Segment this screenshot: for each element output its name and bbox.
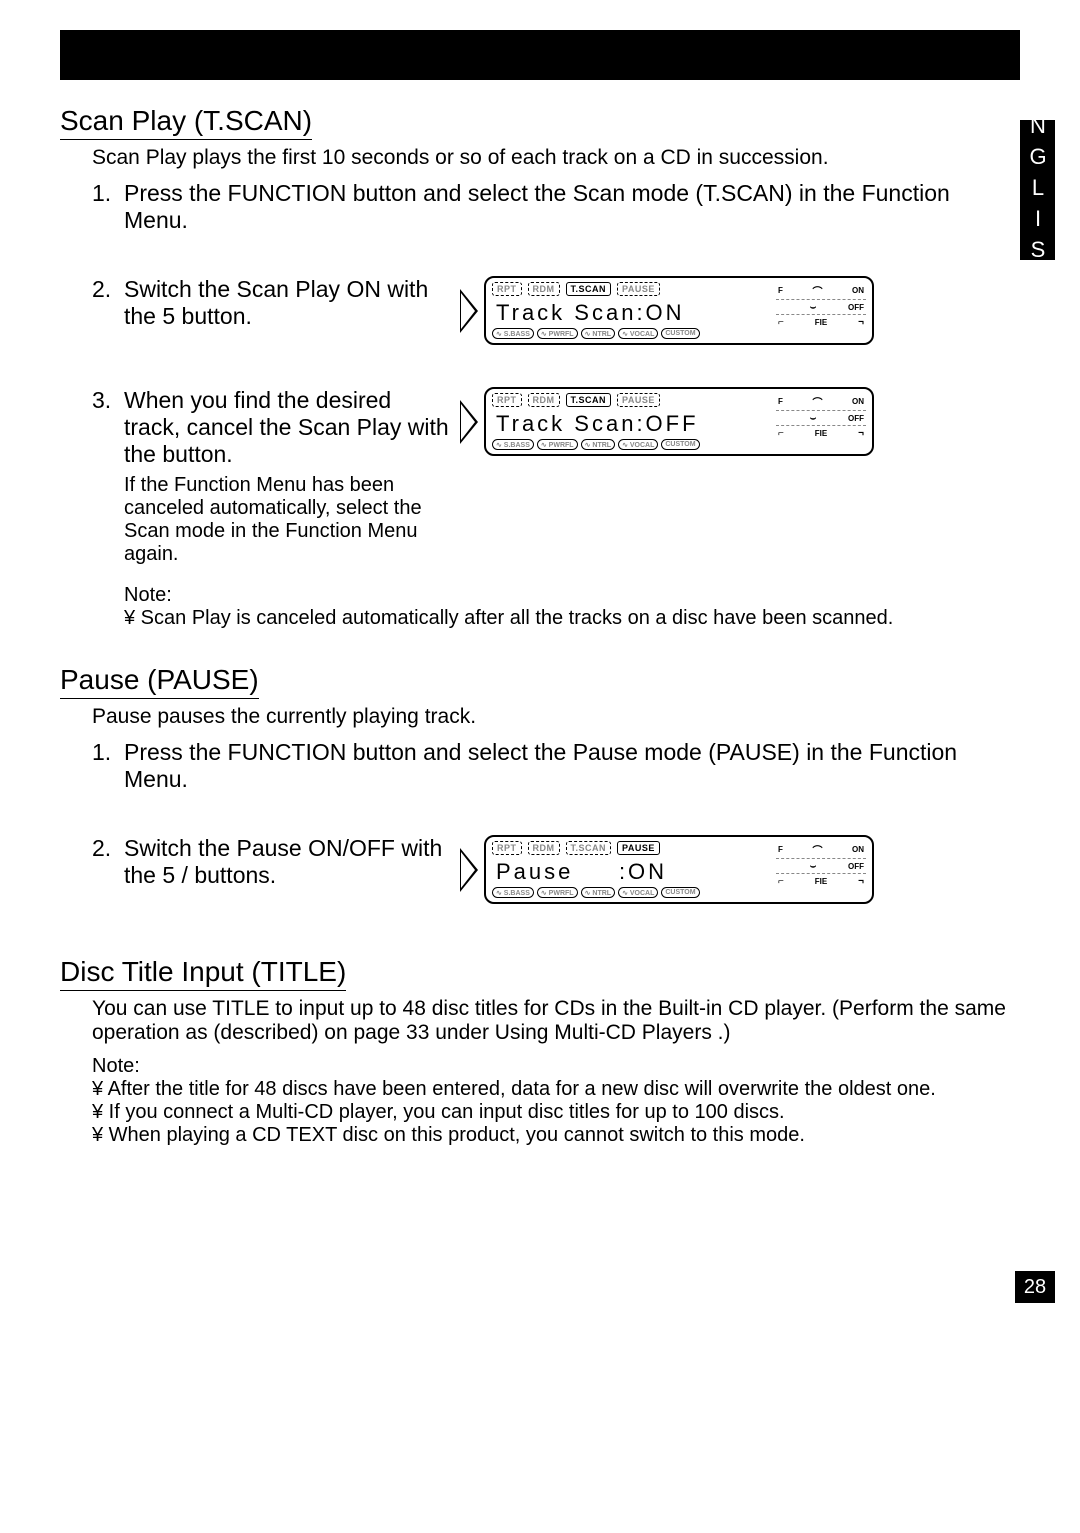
section-title-pause: Pause (PAUSE) bbox=[60, 664, 259, 699]
lcd-display: RPT RDM T.SCAN PAUSE Track Scan:OFF ∿ S.… bbox=[484, 387, 874, 456]
scan-step-2-row: 2. Switch the Scan Play ON with the 5 bu… bbox=[92, 276, 1020, 345]
step-number: 2. bbox=[92, 835, 124, 889]
section-desc-disctitle: You can use TITLE to input up to 48 disc… bbox=[92, 997, 1020, 1045]
step-number: 1. bbox=[92, 180, 124, 234]
header-black-band bbox=[60, 30, 1020, 80]
note-item: ¥ Scan Play is canceled automatically af… bbox=[124, 607, 1020, 630]
arrow-icon bbox=[460, 400, 478, 444]
note-label: Note: bbox=[92, 1055, 1020, 1078]
pill-pwrfl: ∿ PWRFL bbox=[537, 887, 578, 898]
pill-pwrfl: ∿ PWRFL bbox=[537, 439, 578, 450]
pill-ntrl: ∿ NTRL bbox=[581, 887, 615, 898]
step-sub-text: If the Function Menu has been canceled a… bbox=[124, 474, 452, 566]
note-item: ¥ After the title for 48 discs have been… bbox=[92, 1078, 1020, 1101]
note-label: Note: bbox=[124, 584, 1020, 607]
lcd-scan-on: RPT RDM T.SCAN PAUSE Track Scan:ON ∿ S.B… bbox=[460, 276, 874, 345]
arrow-icon bbox=[460, 848, 478, 892]
tag-tscan: T.SCAN bbox=[566, 282, 612, 296]
language-text: ENGLISH bbox=[1025, 82, 1051, 299]
tag-rdm: RDM bbox=[528, 841, 560, 855]
step-text: When you find the desired track, cancel … bbox=[124, 387, 452, 468]
section-desc-pause: Pause pauses the currently playing track… bbox=[92, 705, 1020, 729]
scan-step-2: 2. Switch the Scan Play ON with the 5 bu… bbox=[92, 276, 452, 330]
pill-vocal: ∿ VOCAL bbox=[618, 887, 658, 898]
note-item: ¥ When playing a CD TEXT disc on this pr… bbox=[92, 1124, 1020, 1147]
page-content: Scan Play (T.SCAN) Scan Play plays the f… bbox=[60, 105, 1020, 1147]
scan-step-3-row: 3. When you find the desired track, canc… bbox=[92, 387, 1020, 566]
tag-tscan: T.SCAN bbox=[566, 841, 612, 855]
pill-sbass: ∿ S.BASS bbox=[492, 328, 534, 339]
tag-rdm: RDM bbox=[528, 282, 560, 296]
tag-rpt: RPT bbox=[492, 282, 522, 296]
lcd-side-panel: F⌒ON ⌣OFF ⌐FIE¬ bbox=[776, 841, 866, 898]
tag-pause: PAUSE bbox=[617, 393, 660, 407]
lcd-side-panel: F⌒ON ⌣OFF ⌐FIE¬ bbox=[776, 282, 866, 339]
pill-custom: CUSTOM bbox=[661, 439, 699, 450]
lcd-main-text: Pause :ON bbox=[492, 857, 770, 885]
lcd-main-text: Track Scan:OFF bbox=[492, 409, 770, 437]
lcd-display: RPT RDM T.SCAN PAUSE Track Scan:ON ∿ S.B… bbox=[484, 276, 874, 345]
pause-step-1: 1. Press the FUNCTION button and select … bbox=[92, 739, 1020, 793]
arrow-icon bbox=[460, 289, 478, 333]
pill-sbass: ∿ S.BASS bbox=[492, 887, 534, 898]
pill-custom: CUSTOM bbox=[661, 328, 699, 339]
step-text: Switch the Scan Play ON with the 5 butto… bbox=[124, 276, 452, 330]
pill-custom: CUSTOM bbox=[661, 887, 699, 898]
tag-pause: PAUSE bbox=[617, 282, 660, 296]
step-text: Switch the Pause ON/OFF with the 5 / but… bbox=[124, 835, 452, 889]
pill-ntrl: ∿ NTRL bbox=[581, 328, 615, 339]
tag-tscan: T.SCAN bbox=[566, 393, 612, 407]
pause-step-2-row: 2. Switch the Pause ON/OFF with the 5 / … bbox=[92, 835, 1020, 904]
language-tab: ENGLISH bbox=[1020, 120, 1055, 260]
scan-step-1: 1. Press the FUNCTION button and select … bbox=[92, 180, 1020, 234]
tag-rdm: RDM bbox=[528, 393, 560, 407]
lcd-main-text: Track Scan:ON bbox=[492, 298, 770, 326]
pause-step-2: 2. Switch the Pause ON/OFF with the 5 / … bbox=[92, 835, 452, 889]
tag-rpt: RPT bbox=[492, 393, 522, 407]
lcd-side-panel: F⌒ON ⌣OFF ⌐FIE¬ bbox=[776, 393, 866, 450]
section-title-scan: Scan Play (T.SCAN) bbox=[60, 105, 312, 140]
scan-step-3: 3. When you find the desired track, canc… bbox=[92, 387, 452, 566]
lcd-scan-off: RPT RDM T.SCAN PAUSE Track Scan:OFF ∿ S.… bbox=[460, 387, 874, 456]
pill-vocal: ∿ VOCAL bbox=[618, 328, 658, 339]
section-title-disctitle: Disc Title Input (TITLE) bbox=[60, 956, 346, 991]
page-number: 28 bbox=[1015, 1271, 1055, 1303]
pill-pwrfl: ∿ PWRFL bbox=[537, 328, 578, 339]
pill-vocal: ∿ VOCAL bbox=[618, 439, 658, 450]
section-desc-scan: Scan Play plays the first 10 seconds or … bbox=[92, 146, 1020, 170]
tag-pause: PAUSE bbox=[617, 841, 660, 855]
pill-sbass: ∿ S.BASS bbox=[492, 439, 534, 450]
step-text: Press the FUNCTION button and select the… bbox=[124, 180, 1020, 234]
note-item: ¥ If you connect a Multi-CD player, you … bbox=[92, 1101, 1020, 1124]
tag-rpt: RPT bbox=[492, 841, 522, 855]
step-number: 1. bbox=[92, 739, 124, 793]
lcd-display: RPT RDM T.SCAN PAUSE Pause :ON ∿ S.BASS … bbox=[484, 835, 874, 904]
step-number: 3. bbox=[92, 387, 124, 468]
lcd-pause-on: RPT RDM T.SCAN PAUSE Pause :ON ∿ S.BASS … bbox=[460, 835, 874, 904]
step-number: 2. bbox=[92, 276, 124, 330]
pill-ntrl: ∿ NTRL bbox=[581, 439, 615, 450]
step-text: Press the FUNCTION button and select the… bbox=[124, 739, 1020, 793]
